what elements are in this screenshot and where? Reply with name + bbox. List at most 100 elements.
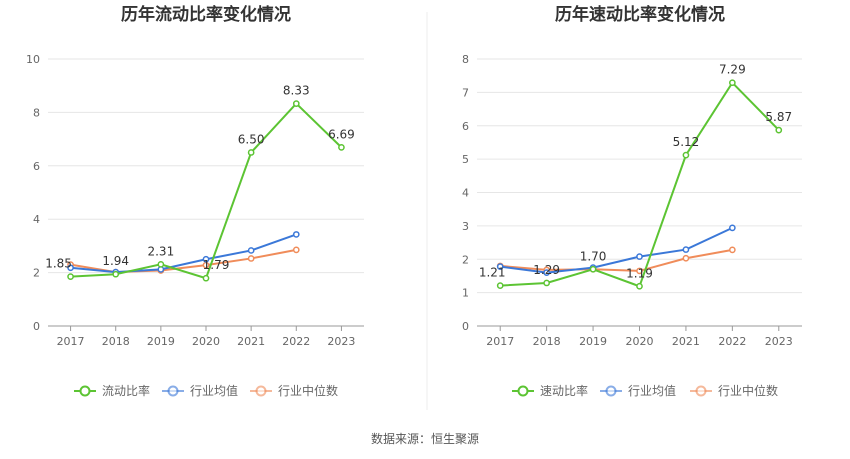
- x-tick-label: 2017: [57, 335, 85, 348]
- x-tick-label: 2018: [533, 335, 561, 348]
- legend-swatch-marker: [255, 385, 267, 397]
- data-label: 8.33: [283, 84, 310, 98]
- x-tick-label: 2022: [282, 335, 310, 348]
- series-line-industry-median: [500, 248, 733, 272]
- legend-label: 行业均值: [190, 383, 238, 398]
- x-tick-label: 2019: [147, 335, 175, 348]
- x-tick-label: 2023: [327, 335, 355, 348]
- chart-panel-1: 历年流动比率变化情况 0 2 4 6 8 10 2017 2018 2019 2020 2021 202…: [26, 4, 364, 398]
- data-point-company-ratio: [292, 100, 300, 107]
- data-point-company-ratio: [112, 270, 120, 278]
- data-point-company-ratio: [496, 282, 504, 289]
- x-tick-label: 2020: [192, 335, 220, 348]
- x-tick-label: 2022: [718, 335, 746, 348]
- data-label: 1.21: [479, 266, 506, 280]
- y-tick-label: 6: [33, 160, 40, 173]
- x-tick-label: 2021: [672, 335, 700, 348]
- data-label: 5.12: [673, 135, 700, 149]
- legend-swatch-marker: [79, 385, 91, 397]
- data-point-industry-median: [636, 267, 643, 275]
- data-label: 1.79: [203, 258, 230, 272]
- legend-swatch-marker: [695, 385, 707, 397]
- data-point-industry-median: [247, 255, 255, 262]
- data-source-label: 数据来源：恒生聚源: [371, 431, 479, 446]
- data-point-industry-avg: [682, 246, 690, 253]
- legend-item-company-ratio: 速动比率: [512, 383, 588, 398]
- data-point-industry-avg: [67, 264, 74, 272]
- y-tick-label: 7: [462, 86, 469, 99]
- data-label: 1.85: [45, 257, 72, 271]
- data-label: 1.19: [626, 266, 653, 280]
- data-point-industry-avg: [729, 224, 736, 232]
- data-label: 2.31: [147, 244, 174, 258]
- x-tick-label: 2019: [579, 335, 607, 348]
- y-tick-label: 3: [462, 220, 469, 233]
- x-tick-label: 2018: [102, 335, 130, 348]
- legend-label: 流动比率: [102, 383, 150, 398]
- legend-item-industry-median: 行业中位数: [250, 383, 338, 398]
- y-tick-label: 2: [33, 267, 40, 280]
- y-tick-label: 8: [33, 106, 40, 119]
- series-line-industry-avg: [500, 226, 733, 274]
- data-point-industry-median: [729, 246, 736, 254]
- data-point-industry-avg: [636, 253, 643, 260]
- y-tick-label: 0: [462, 320, 469, 333]
- data-point-company-ratio: [202, 274, 210, 282]
- data-label: 1.70: [580, 249, 607, 263]
- x-tick-label: 2017: [486, 335, 514, 348]
- y-tick-label: 1: [462, 287, 469, 300]
- y-tick-label: 10: [26, 53, 40, 66]
- series-line-company-ratio: [70, 102, 343, 280]
- data-point-company-ratio: [338, 144, 345, 151]
- legend-swatch-marker: [517, 385, 529, 397]
- legend-item-industry-avg: 行业均值: [162, 383, 238, 398]
- data-point-company-ratio: [67, 273, 74, 280]
- data-label: 1.29: [533, 263, 560, 277]
- data-point-company-ratio: [775, 126, 783, 134]
- data-label: 6.69: [328, 127, 355, 141]
- data-point-company-ratio: [729, 79, 736, 87]
- data-label: 7.29: [719, 63, 746, 77]
- legend-label: 速动比率: [540, 383, 588, 398]
- data-point-industry-median: [682, 254, 690, 262]
- chart-title: 历年流动比率变化情况: [121, 4, 291, 25]
- data-label: 6.50: [238, 132, 265, 146]
- y-tick-label: 8: [462, 53, 469, 66]
- x-tick-label: 2023: [765, 335, 793, 348]
- y-tick-label: 4: [462, 187, 469, 200]
- data-point-industry-avg: [247, 247, 255, 254]
- x-tick-label: 2021: [237, 335, 265, 348]
- legend-swatch-marker: [167, 385, 179, 397]
- y-tick-label: 5: [462, 153, 469, 166]
- chart-panel-2: 历年速动比率变化情况 0 1 2 3 4 5 6 7 8 2017 2018 2019 2020 2021 2…: [462, 4, 802, 398]
- legend-swatch-marker: [605, 385, 617, 397]
- data-label: 5.87: [765, 110, 792, 124]
- data-point-industry-avg: [496, 263, 504, 270]
- data-point-industry-avg: [202, 255, 210, 263]
- data-point-company-ratio: [682, 151, 690, 159]
- y-tick-label: 6: [462, 120, 469, 133]
- legend-label: 行业中位数: [718, 383, 778, 398]
- legend-item-industry-median: 行业中位数: [690, 383, 778, 398]
- data-point-company-ratio: [543, 279, 550, 287]
- legend-item-industry-avg: 行业均值: [600, 383, 676, 398]
- data-point-company-ratio: [589, 265, 597, 273]
- y-tick-label: 4: [33, 213, 40, 226]
- data-label: 1.94: [102, 254, 129, 268]
- data-point-industry-avg: [292, 231, 300, 238]
- legend-label: 行业均值: [628, 383, 676, 398]
- data-point-company-ratio: [636, 282, 643, 290]
- legend-label: 行业中位数: [278, 383, 338, 398]
- series-line-industry-avg: [70, 233, 297, 274]
- data-point-company-ratio: [157, 260, 165, 268]
- chart-title: 历年速动比率变化情况: [555, 4, 725, 25]
- data-point-industry-avg: [543, 269, 550, 276]
- data-point-industry-median: [292, 246, 300, 254]
- x-tick-label: 2020: [626, 335, 654, 348]
- y-tick-label: 2: [462, 253, 469, 266]
- data-point-company-ratio: [247, 149, 255, 156]
- y-tick-label: 0: [33, 320, 40, 333]
- legend-item-company-ratio: 流动比率: [74, 383, 150, 398]
